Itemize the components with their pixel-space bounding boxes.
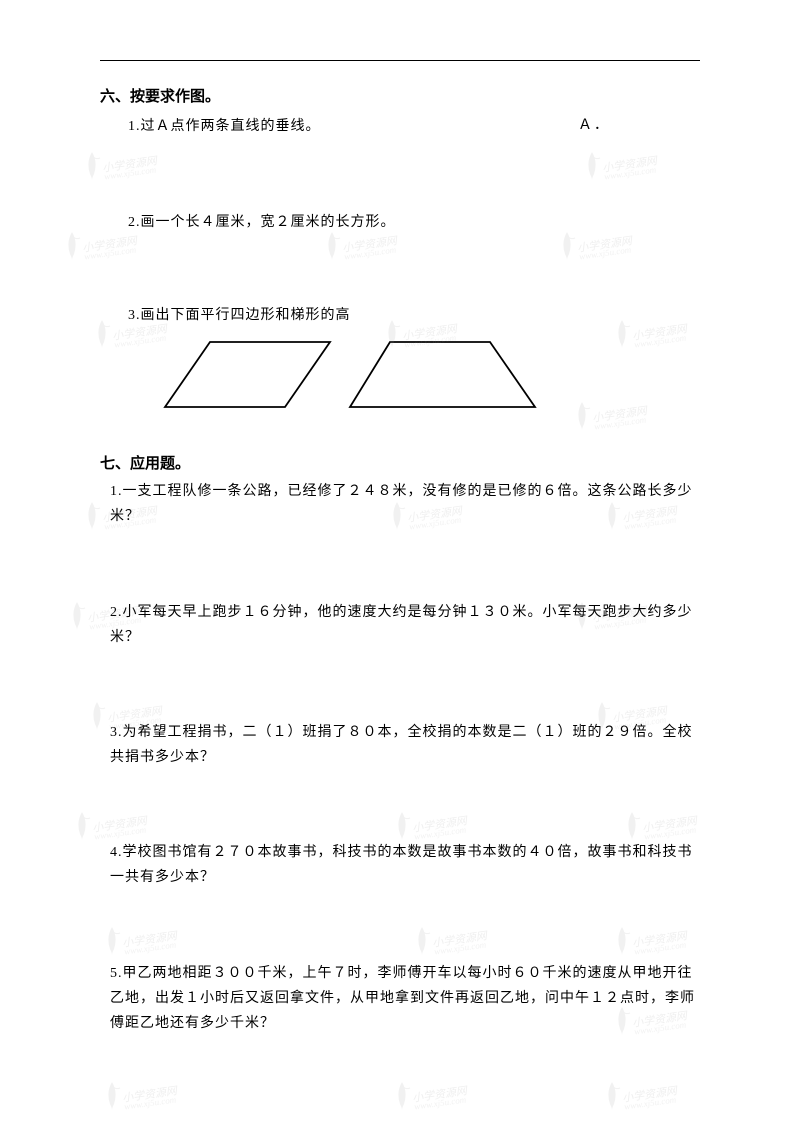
leaf-icon bbox=[600, 1080, 624, 1112]
leaf-icon bbox=[70, 810, 94, 842]
question-6-1: 1.过Ａ点作两条直线的垂线。 bbox=[128, 116, 321, 138]
section-7-title: 七、应用题。 bbox=[100, 452, 700, 473]
watermark-url: www.xj5u.com bbox=[624, 1094, 677, 1111]
watermark-item: 小学资源网www.xj5u.com bbox=[390, 1080, 414, 1112]
leaf-icon bbox=[60, 230, 84, 262]
watermark-text: 小学资源网 bbox=[621, 1082, 678, 1105]
watermark-text: 小学资源网 bbox=[121, 1082, 178, 1105]
question-6-2-block: 2.画一个长４厘米，宽２厘米的长方形。 bbox=[100, 212, 700, 234]
section-6: 六、按要求作图。 1.过Ａ点作两条直线的垂线。 Ａ． 2.画一个长４厘米，宽２厘… bbox=[100, 85, 700, 422]
question-7-5: 5.甲乙两地相距３００千米，上午７时，李师傅开车以每小时６０千米的速度从甲地开往… bbox=[110, 961, 700, 1037]
point-a-label: Ａ． bbox=[578, 114, 610, 134]
question-7-1-block: 1.一支工程队修一条公路，已经修了２４８米，没有修的是已修的６倍。这条公路长多少… bbox=[100, 479, 700, 529]
watermark-item: 小学资源网www.xj5u.com bbox=[60, 230, 84, 262]
question-6-2: 2.画一个长４厘米，宽２厘米的长方形。 bbox=[128, 212, 700, 234]
watermark-url: www.xj5u.com bbox=[124, 1094, 177, 1111]
leaf-icon bbox=[390, 1080, 414, 1112]
question-7-2: 2.小军每天早上跑步１６分钟，他的速度大约是每分钟１３０米。小军每天跑步大约多少… bbox=[110, 600, 700, 650]
question-7-2-block: 2.小军每天早上跑步１６分钟，他的速度大约是每分钟１３０米。小军每天跑步大约多少… bbox=[100, 600, 700, 650]
trapezoid-shape bbox=[350, 342, 535, 407]
watermark-url: www.xj5u.com bbox=[414, 1094, 467, 1111]
leaf-icon bbox=[100, 1080, 124, 1112]
leaf-icon bbox=[65, 600, 89, 632]
question-7-4-block: 4.学校图书馆有２７０本故事书，科技书的本数是故事书本数的４０倍，故事书和科技书… bbox=[100, 840, 700, 890]
watermark-item: 小学资源网www.xj5u.com bbox=[70, 810, 94, 842]
question-7-3: 3.为希望工程捐书，二（１）班捐了８０本，全校捐的本数是二（１）班的２９倍。全校… bbox=[110, 720, 700, 770]
question-7-3-block: 3.为希望工程捐书，二（１）班捐了８０本，全校捐的本数是二（１）班的２９倍。全校… bbox=[100, 720, 700, 770]
section-6-title: 六、按要求作图。 bbox=[100, 85, 700, 106]
section-7: 七、应用题。 1.一支工程队修一条公路，已经修了２４８米，没有修的是已修的６倍。… bbox=[100, 452, 700, 1036]
shapes-container bbox=[160, 337, 700, 422]
question-7-1: 1.一支工程队修一条公路，已经修了２４８米，没有修的是已修的６倍。这条公路长多少… bbox=[110, 479, 700, 529]
watermark-item: 小学资源网www.xj5u.com bbox=[65, 600, 89, 632]
question-7-5-block: 5.甲乙两地相距３００千米，上午７时，李师傅开车以每小时６０千米的速度从甲地开往… bbox=[100, 961, 700, 1037]
question-6-3: 3.画出下面平行四边形和梯形的高 bbox=[128, 305, 700, 327]
shapes-svg bbox=[160, 337, 560, 417]
watermark-text: 小学资源网 bbox=[411, 1082, 468, 1105]
parallelogram-shape bbox=[165, 342, 330, 407]
question-6-3-block: 3.画出下面平行四边形和梯形的高 bbox=[100, 305, 700, 422]
watermark-item: 小学资源网www.xj5u.com bbox=[600, 1080, 624, 1112]
watermark-item: 小学资源网www.xj5u.com bbox=[100, 1080, 124, 1112]
question-7-4: 4.学校图书馆有２７０本故事书，科技书的本数是故事书本数的４０倍，故事书和科技书… bbox=[110, 840, 700, 890]
question-6-1-block: 1.过Ａ点作两条直线的垂线。 Ａ． bbox=[100, 112, 700, 142]
top-divider bbox=[100, 60, 700, 61]
